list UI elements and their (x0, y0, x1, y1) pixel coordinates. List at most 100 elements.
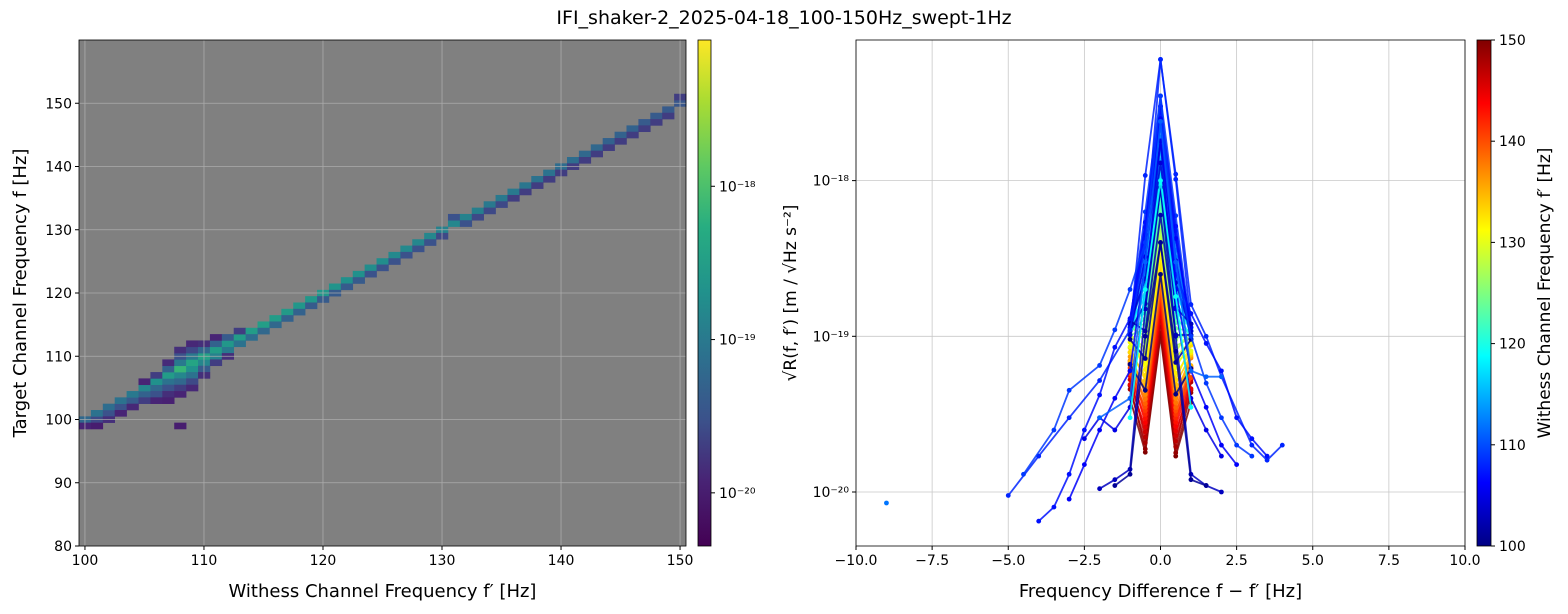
series-point (1112, 327, 1118, 333)
series-point (1203, 427, 1209, 433)
series-point (1173, 405, 1179, 410)
heatmap-cell (209, 346, 223, 354)
heatmap-cell (483, 207, 496, 215)
heatmap-cell (138, 397, 151, 404)
series-point (1127, 395, 1133, 401)
heatmap-cell (174, 365, 187, 373)
series-point (1264, 453, 1270, 459)
heatmap-cell (114, 410, 127, 417)
heatmap-cell (269, 321, 282, 329)
series-point (1173, 412, 1179, 417)
series-point (1173, 391, 1179, 397)
heatmap-cell (483, 201, 496, 208)
series-point (1173, 419, 1179, 425)
series-point (1219, 374, 1224, 380)
series-point (1142, 387, 1148, 393)
series-point (1173, 370, 1179, 376)
heatmap-cell (174, 422, 187, 430)
series-point (1188, 311, 1194, 316)
series-point (1066, 387, 1072, 393)
series-point (1142, 259, 1148, 265)
heatmap-cell (174, 359, 187, 367)
series-point (1097, 486, 1102, 492)
series-point (1142, 424, 1148, 430)
heatmap-cell (257, 321, 270, 329)
series-point (1127, 332, 1133, 338)
heatmap-cell (138, 391, 151, 398)
heatmap-cell (162, 378, 175, 386)
heatmap-cell (305, 296, 318, 303)
series-point (1127, 350, 1133, 355)
heatmap-cell (186, 365, 199, 373)
series-point (1127, 336, 1133, 342)
heatmap-cell (162, 365, 175, 373)
series-point (1249, 442, 1255, 448)
series-point (1142, 392, 1148, 397)
left-colorbar: 10⁻²⁰ 10⁻¹⁹ 10⁻¹⁸ √R(f, f′) [m / √Hz s⁻²] (697, 39, 801, 547)
series-point (1066, 496, 1072, 502)
heatmap-cell (519, 182, 532, 189)
heatmap-cell (364, 264, 377, 272)
series-point (1188, 321, 1194, 327)
series-point (1112, 344, 1118, 350)
left-y-axis-label: Target Channel Frequency f [Hz] (10, 149, 31, 439)
y-tick-label: 10⁻¹⁸ (813, 174, 850, 190)
heatmap-cell (400, 251, 413, 259)
heatmap-cell (174, 391, 187, 398)
heatmap-cell (566, 157, 580, 164)
series-line (1083, 140, 1223, 457)
heatmap-cell (174, 384, 187, 392)
colorbar-gradient (1476, 39, 1492, 547)
heatmap-cell (495, 194, 508, 202)
heatmap-cell (233, 327, 246, 335)
heatmap-cell (126, 397, 139, 404)
series-point (1127, 368, 1133, 374)
series-point (1188, 368, 1194, 374)
heatmap-cell (471, 207, 484, 215)
series-point (1142, 396, 1148, 402)
heatmap-cell (186, 340, 199, 348)
series-point (1203, 333, 1209, 339)
series-point (1127, 327, 1133, 333)
series-point (1158, 119, 1163, 124)
x-tick-label: −2.5 (1067, 553, 1101, 569)
y-tick-label: 100 (45, 413, 72, 429)
heatmap-cell (507, 194, 520, 202)
y-tick-label: 80 (54, 539, 72, 555)
series-point (1173, 450, 1179, 456)
colorbar-tick-label: 10⁻¹⁹ (719, 333, 756, 349)
y-tick-label: 10⁻¹⁹ (813, 329, 850, 345)
heatmap-cell (412, 245, 425, 253)
series-point (1142, 408, 1148, 414)
heatmap-cell (650, 112, 663, 120)
series-point (1158, 93, 1163, 99)
x-tick-label: 0.0 (1149, 553, 1171, 569)
heatmap-cell (233, 340, 246, 348)
left-grid (79, 40, 686, 547)
series-point (1173, 294, 1179, 299)
series-point (1142, 173, 1148, 178)
heatmap-cell (614, 138, 627, 145)
heatmap-cell (150, 372, 163, 379)
heatmap-cell (221, 334, 235, 341)
heatmap-cell (150, 384, 163, 392)
series-point (1188, 302, 1194, 307)
series-point (1081, 462, 1087, 467)
heatmap-cell (174, 346, 187, 354)
x-tick-label: −7.5 (915, 553, 949, 569)
heatmap-cell (162, 359, 175, 367)
series-point (1158, 240, 1163, 245)
series-point (1066, 415, 1072, 421)
series-point (1234, 442, 1240, 448)
heatmap-cell (221, 340, 235, 348)
heatmap-cell (602, 138, 615, 145)
series-point (1112, 483, 1118, 488)
heatmap-cell (447, 220, 461, 227)
series-point (1112, 477, 1118, 483)
series-point (1021, 471, 1026, 477)
series-point (1219, 453, 1224, 459)
series-point (1036, 518, 1042, 524)
series-point (1173, 453, 1179, 459)
heatmap-cell (102, 403, 116, 411)
series-point (1173, 438, 1179, 444)
